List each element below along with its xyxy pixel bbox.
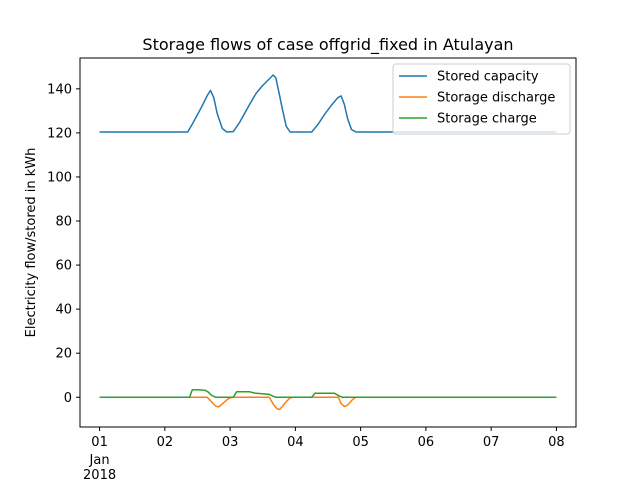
- y-axis: 0 20 40 60 80 100 120 140: [47, 82, 80, 405]
- x-tick-label: 06: [418, 435, 435, 450]
- x-tick-label: 07: [483, 435, 500, 450]
- x-tick-label: 02: [157, 435, 174, 450]
- x-tick-label: 03: [222, 435, 239, 450]
- x-tick-label: 01: [91, 435, 108, 450]
- legend: Stored capacity Storage discharge Storage …: [393, 64, 570, 134]
- series-line-2: [100, 390, 557, 398]
- y-axis-label: Electricity flow/stored in kWh: [24, 148, 39, 338]
- legend-label-1: Storage discharge: [437, 91, 555, 106]
- y-tick-label: 0: [64, 391, 72, 406]
- x-tick-label: 04: [287, 435, 304, 450]
- x-tick-sublabel: Jan: [89, 453, 110, 468]
- x-tick-sublabel: 2018: [83, 468, 116, 480]
- legend-label-0: Stored capacity: [437, 70, 539, 85]
- y-tick-label: 40: [55, 303, 72, 318]
- legend-label-2: Storage charge: [437, 112, 537, 127]
- chart-title: Storage flows of case offgrid_fixed in A…: [142, 35, 513, 55]
- y-tick-label: 140: [47, 82, 72, 97]
- y-tick-label: 20: [55, 347, 72, 362]
- y-tick-label: 120: [47, 126, 72, 141]
- x-tick-label: 05: [352, 435, 369, 450]
- x-tick-label: 08: [548, 435, 565, 450]
- y-tick-label: 100: [47, 170, 72, 185]
- y-tick-label: 60: [55, 259, 72, 274]
- series-line-1: [100, 397, 557, 409]
- y-tick-label: 80: [55, 215, 72, 230]
